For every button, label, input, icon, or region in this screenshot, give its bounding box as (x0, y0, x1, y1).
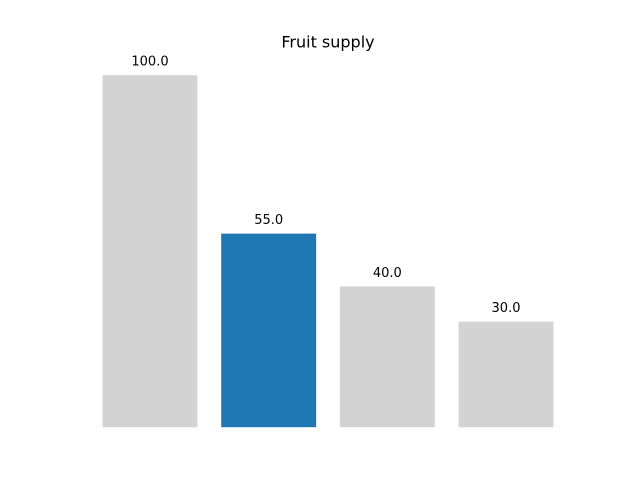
value-label: 100.0 (131, 55, 168, 70)
value-label: 55.0 (254, 213, 283, 228)
chart-title: Fruit supply (281, 33, 374, 52)
bar (458, 321, 554, 428)
bar (102, 75, 198, 428)
bar (339, 286, 435, 428)
bar (221, 233, 317, 428)
value-label: 30.0 (492, 301, 521, 316)
value-label: 40.0 (373, 266, 402, 281)
